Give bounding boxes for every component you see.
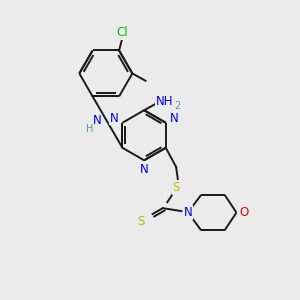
Text: S: S [138, 215, 145, 228]
Text: O: O [239, 206, 248, 219]
Text: N: N [169, 112, 178, 124]
Text: N: N [184, 206, 192, 219]
Text: N: N [140, 163, 148, 176]
Text: H: H [86, 124, 94, 134]
Text: Cl: Cl [116, 26, 128, 39]
Text: N: N [110, 112, 118, 124]
Text: S: S [172, 181, 180, 194]
Text: 2: 2 [174, 101, 180, 111]
Text: NH: NH [156, 95, 173, 108]
Text: N: N [93, 114, 102, 127]
